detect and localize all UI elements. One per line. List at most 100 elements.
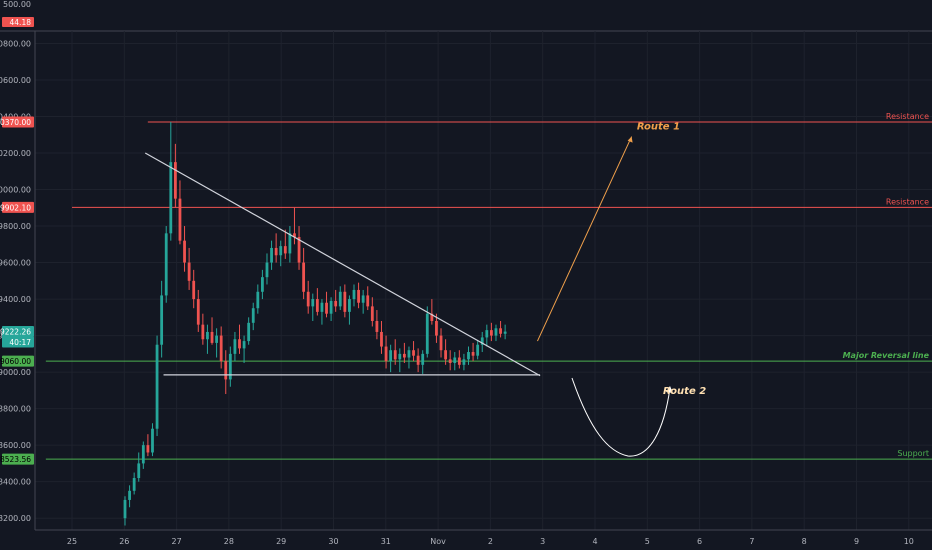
candle-body <box>169 162 173 234</box>
level-label: Major Reversal line <box>843 351 930 360</box>
candle-body <box>196 299 200 325</box>
price-badge-label: 40:17 <box>9 338 31 347</box>
candle-body <box>352 289 356 300</box>
candle-body <box>398 353 402 360</box>
candle-body <box>471 352 475 356</box>
price-badge <box>2 326 34 338</box>
level-label: Resistance <box>886 112 929 121</box>
drawings: Route 1 Route 2 <box>144 121 706 457</box>
price-badge-label: 9902.10 <box>0 203 31 212</box>
candle-body <box>302 262 306 292</box>
candle-body <box>128 490 131 500</box>
x-tick-label: 2 <box>488 537 493 546</box>
x-tick-label: 29 <box>276 537 286 546</box>
candle-body <box>192 280 196 300</box>
candle-body <box>141 445 145 464</box>
candle-body <box>503 331 507 334</box>
candle-body <box>480 337 484 345</box>
y-tick-label: 10000.00 <box>0 186 31 195</box>
candle-body <box>462 359 466 365</box>
candle-body <box>444 350 447 360</box>
y-tick-label: 10800.00 <box>0 39 31 48</box>
y-tick-label: 9000.00 <box>0 368 31 377</box>
candle-body <box>233 339 237 354</box>
candle-body <box>439 335 443 351</box>
price-badge <box>2 201 34 213</box>
price-levels: Resistance Resistance Major Reversal line S… <box>45 112 932 460</box>
x-tick-label: Nov <box>430 537 446 546</box>
route-1-arrow <box>537 136 633 342</box>
candle-body <box>132 478 136 491</box>
candle-body <box>247 322 251 342</box>
candle-body <box>467 352 470 360</box>
x-axis-ticks: 25 26 27 28 29 30 31 Nov 2 3 4 5 6 7 8 9 10 <box>67 537 914 546</box>
candle-body <box>334 300 338 307</box>
x-tick-label: 4 <box>592 537 597 546</box>
candle-body <box>224 361 228 380</box>
candle-body <box>219 335 223 362</box>
candle-body <box>393 350 397 360</box>
level-label: Resistance <box>886 197 929 206</box>
candle-body <box>370 306 374 321</box>
candle-body <box>293 233 296 237</box>
candle-body <box>348 299 351 312</box>
y-tick-label: 10600.00 <box>0 76 31 85</box>
candle-body <box>375 320 379 332</box>
x-tick-label: 31 <box>381 537 391 546</box>
candle-body <box>242 341 246 349</box>
candle-body <box>357 289 360 303</box>
candle-body <box>160 295 164 345</box>
candle-body <box>201 324 205 340</box>
price-badge <box>2 336 34 348</box>
candle-body <box>490 330 493 336</box>
candle-body <box>123 499 127 519</box>
candle-body <box>402 353 406 358</box>
candle-body <box>425 313 429 354</box>
x-tick-label: 26 <box>119 537 129 546</box>
candle-body <box>435 320 438 336</box>
candle-body <box>173 162 177 199</box>
y-tick-label: 10200.00 <box>0 149 31 158</box>
candle-body <box>494 328 498 336</box>
candle-body <box>251 308 255 323</box>
candle-body <box>206 331 209 340</box>
x-tick-label: 7 <box>749 537 754 546</box>
candle-body <box>283 246 287 254</box>
candle-body <box>407 350 411 358</box>
price-badge-label: 9060.00 <box>0 357 31 366</box>
candle-body <box>238 339 241 349</box>
candle-body <box>270 247 273 263</box>
candle-body <box>261 277 264 292</box>
x-tick-label: 6 <box>697 537 702 546</box>
candle-body <box>421 353 425 365</box>
candle-body <box>178 198 182 241</box>
candle-body <box>412 350 415 356</box>
top-pane-tick: 500.00 <box>3 0 31 9</box>
route-2-arrowhead <box>666 386 673 393</box>
candle-body <box>306 291 310 307</box>
candle-body <box>457 357 461 365</box>
price-badge-label: 10370.00 <box>0 118 31 127</box>
route-1-label: Route 1 <box>637 121 680 132</box>
candle-body <box>499 328 502 334</box>
candle-body <box>155 344 159 429</box>
x-tick-label: 9 <box>854 537 859 546</box>
y-tick-label: 8200.00 <box>0 514 31 523</box>
trendline <box>144 152 541 377</box>
candle-body <box>380 331 383 347</box>
route-1-arrowhead <box>627 136 633 143</box>
price-badge <box>2 355 34 367</box>
x-tick-label: 10 <box>904 537 914 546</box>
candle-body <box>476 344 480 356</box>
x-tick-label: 8 <box>802 537 807 546</box>
y-tick-label: 8400.00 <box>0 478 31 487</box>
candle-body <box>210 331 214 343</box>
candle-body <box>164 233 168 296</box>
candle-body <box>297 236 301 263</box>
x-tick-label: 30 <box>328 537 338 546</box>
candle-body <box>361 295 365 303</box>
top-pane-badge <box>2 17 34 27</box>
